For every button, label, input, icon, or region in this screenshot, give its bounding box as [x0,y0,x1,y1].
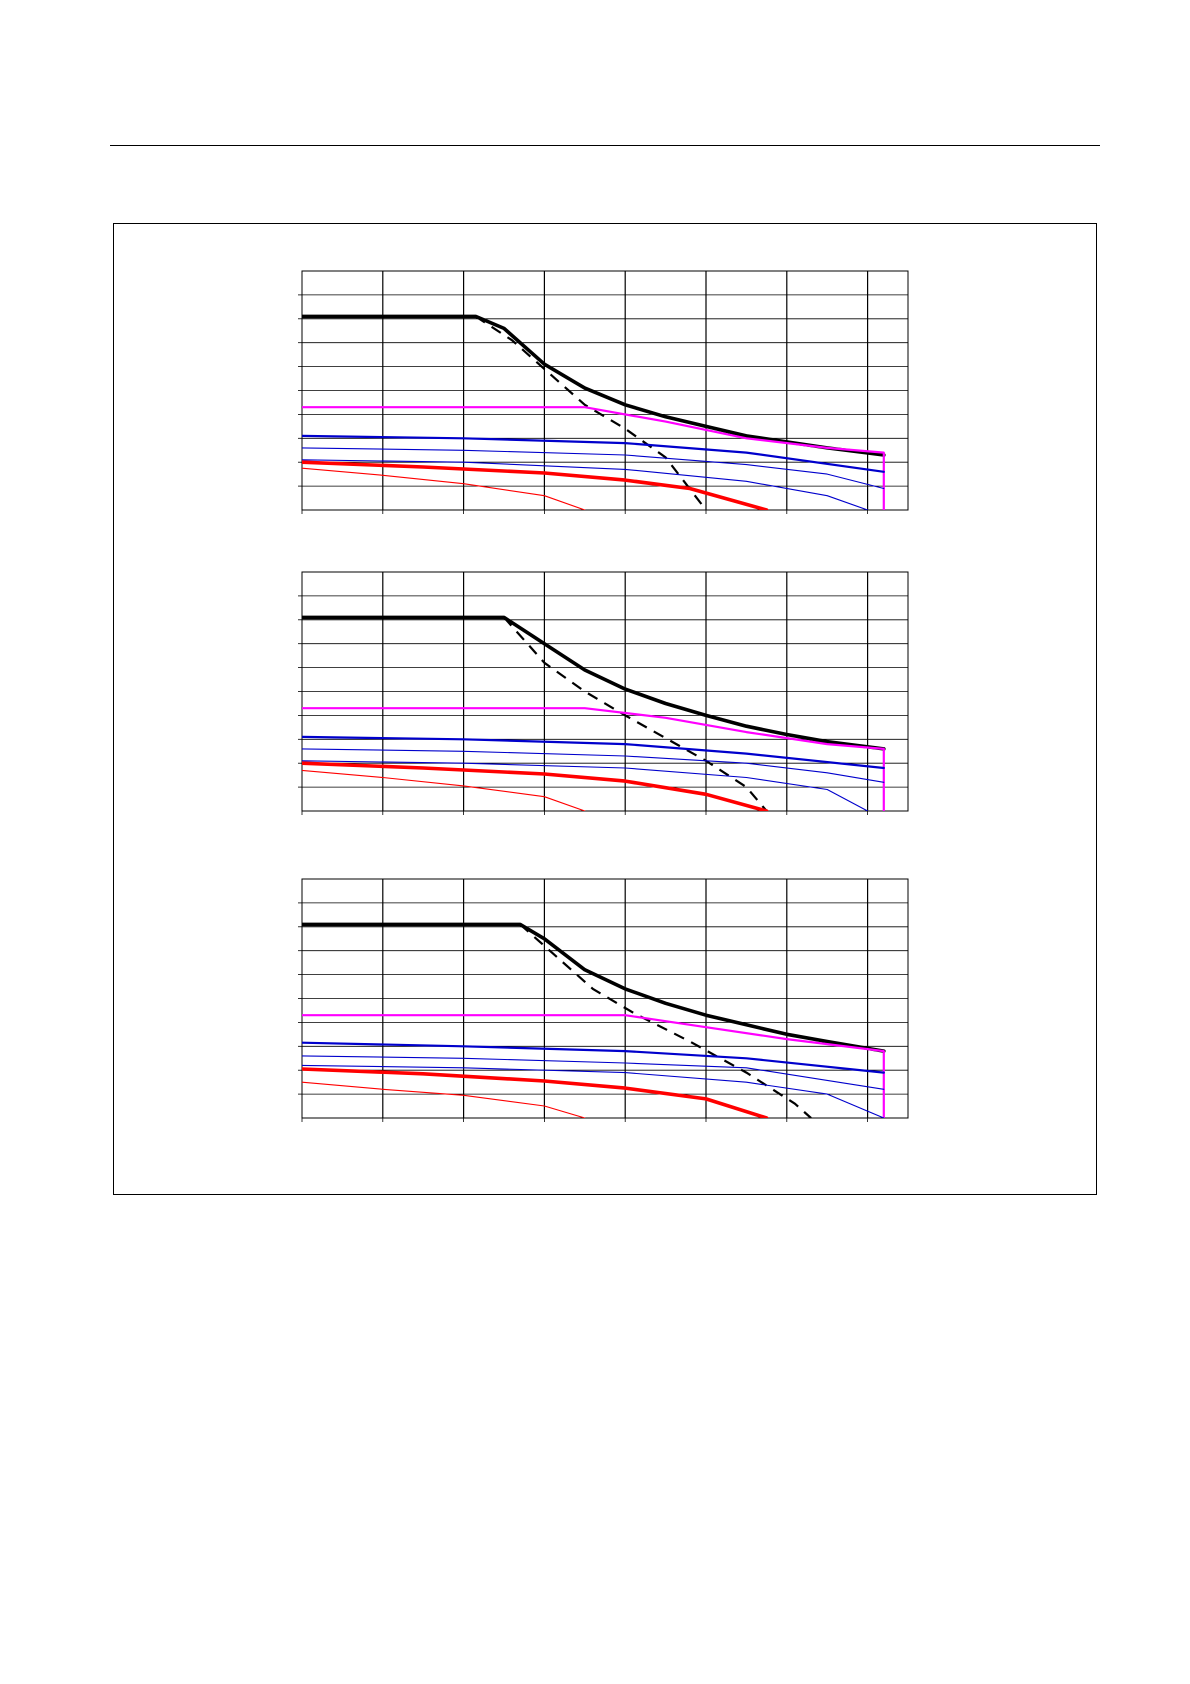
header-rule [110,145,1100,146]
figure-frame [113,223,1097,1195]
series-line-1 [302,922,886,1053]
series-line-4 [302,735,885,770]
series-line-8 [302,467,586,510]
chart-panel-1 [298,270,909,514]
series-line-8 [302,769,586,811]
series-line-2 [503,616,768,811]
series-line-5 [302,447,885,490]
series-line-2 [475,315,707,510]
series-line-3 [302,1014,885,1118]
series-line-5 [302,1055,885,1090]
series-line-7 [302,1067,769,1118]
series-line-3 [302,406,885,510]
series-line-8 [302,1081,586,1118]
series-line-1 [302,615,886,751]
series-line-4 [302,434,885,473]
series-line-4 [302,1041,885,1074]
series-line-7 [302,460,769,510]
chart-panel-2 [298,571,909,815]
series-line-3 [302,707,885,811]
chart-panel-3 [298,878,909,1122]
series-line-6 [302,1064,885,1118]
series-line-6 [302,760,869,811]
series-line-5 [302,748,885,783]
series-line-2 [519,923,812,1118]
series-line-7 [302,761,769,811]
series-line-6 [302,459,869,510]
